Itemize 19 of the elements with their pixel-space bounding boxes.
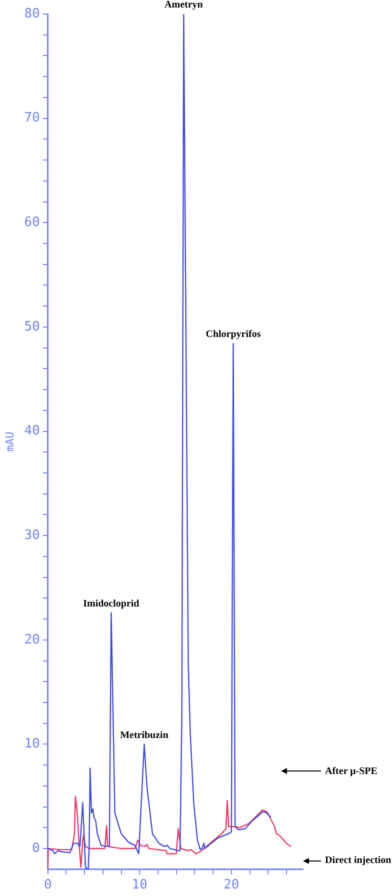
annotation: Metribuzin [120,730,169,741]
y-tick-label: 50 [24,319,40,334]
y-tick-label: 60 [24,215,40,230]
y-tick-label: 0 [32,840,40,856]
text: After μ-SPE [325,766,378,777]
y-tick-label: 40 [24,424,40,439]
x-tick-label: 10 [132,878,148,893]
x-tick-label: 20 [224,878,240,893]
y-tick-label: 80 [24,6,40,22]
y-tick-label: 10 [24,736,40,752]
annotation: Chlorpyrifos [206,329,261,340]
y-tick-label: 20 [24,632,40,648]
x-tick-label: 0 [44,878,52,893]
text: Direct injection [325,855,392,866]
annotation: Ametryn [164,0,204,11]
y-axis-title: mAU [3,432,16,452]
annotation: Imidocloprid [83,598,140,610]
y-tick-label: 70 [24,110,40,126]
y-tick-label: 30 [24,528,40,543]
